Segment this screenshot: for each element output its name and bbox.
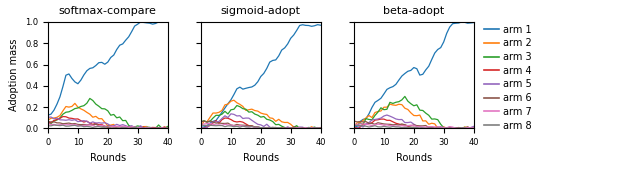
X-axis label: Rounds: Rounds [396, 153, 432, 163]
Y-axis label: Adoption mass: Adoption mass [10, 39, 19, 111]
Legend: arm 1, arm 2, arm 3, arm 4, arm 5, arm 6, arm 7, arm 8: arm 1, arm 2, arm 3, arm 4, arm 5, arm 6… [484, 25, 532, 131]
Title: softmax-compare: softmax-compare [59, 6, 157, 16]
Title: sigmoid-adopt: sigmoid-adopt [221, 6, 301, 16]
Title: beta-adopt: beta-adopt [383, 6, 444, 16]
X-axis label: Rounds: Rounds [90, 153, 126, 163]
X-axis label: Rounds: Rounds [243, 153, 279, 163]
